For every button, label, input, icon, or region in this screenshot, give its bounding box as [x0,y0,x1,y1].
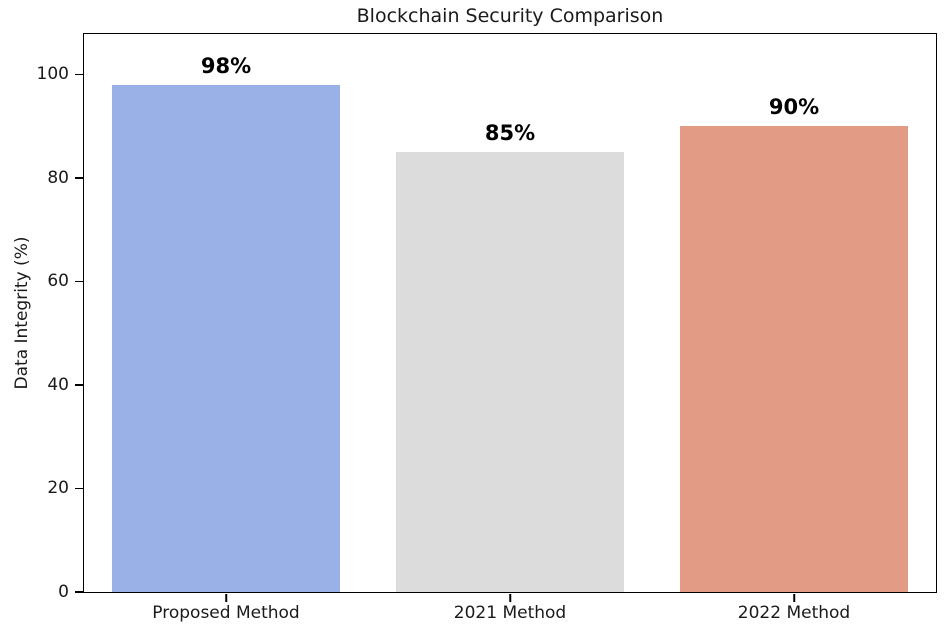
x-tick-mark [509,593,511,602]
bar-1 [112,84,340,592]
x-tick-label: 2022 Method [737,603,851,623]
y-tick-mark [74,384,83,386]
bar-2 [396,152,624,592]
y-tick-label: 20 [47,478,69,499]
x-tick-mark [793,593,795,602]
y-tick-label: 0 [58,582,69,602]
x-tick-label: Proposed Method [152,603,300,623]
bar-3 [680,126,908,592]
chart-title: Blockchain Security Comparison [356,5,664,27]
y-tick-mark [74,487,83,490]
x-tick-label: 2021 Method [453,603,567,623]
y-tick-label: 40 [47,374,69,395]
bar-value-label: 98% [200,53,252,78]
y-tick-mark [74,280,83,283]
bar-value-label: 85% [484,121,536,146]
plot-area: 0 20 40 60 80 100 98% Proposed Method 85% 2021 Me… [37,33,937,623]
bar-value-label: 90% [768,95,820,120]
y-tick-mark [74,591,83,593]
y-axis-label: Data Integrity (%) [12,236,32,390]
y-tick-mark [74,73,83,76]
y-tick-label: 100 [36,64,69,85]
y-tick-mark [74,177,83,179]
y-tick-label: 80 [47,167,69,188]
x-tick-mark [225,593,227,602]
y-tick-label: 60 [47,271,69,292]
